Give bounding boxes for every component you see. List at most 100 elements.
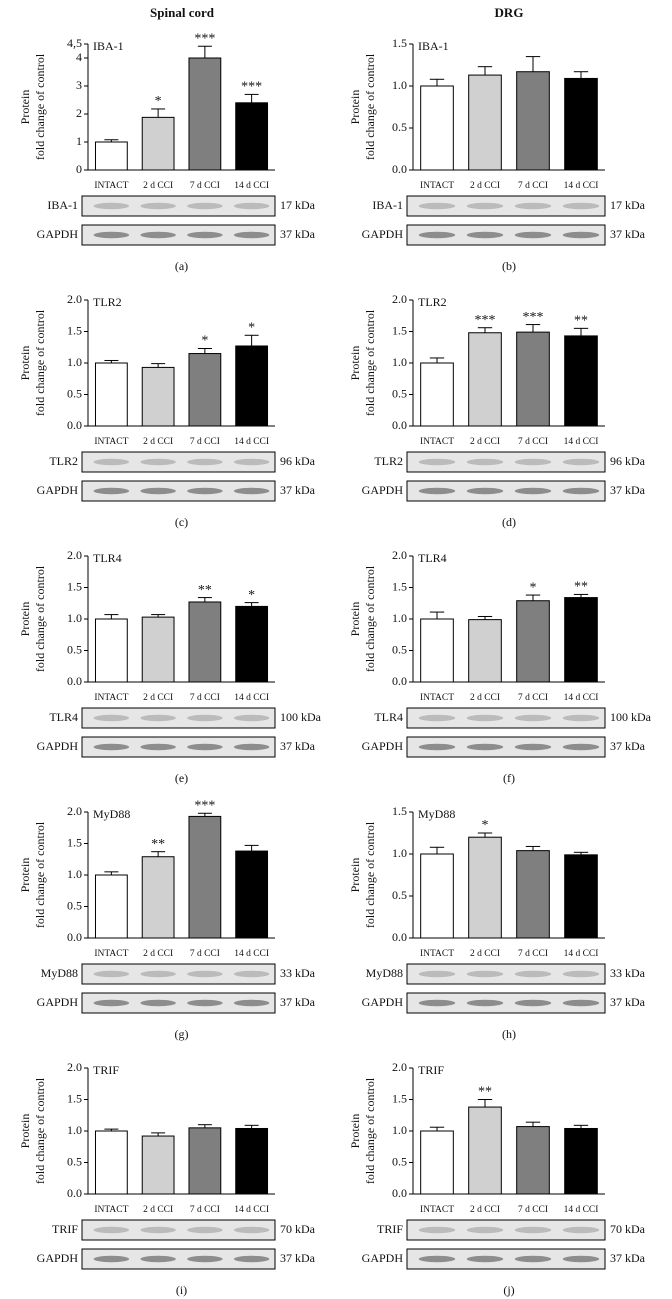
blot-band [514, 999, 552, 1007]
y-axis-label: Protein [18, 602, 32, 637]
blot-size: 37 kDa [280, 227, 316, 241]
y-tick-label: 1.5 [392, 1091, 407, 1105]
bar [235, 345, 269, 427]
y-tick-label: 4 [76, 50, 82, 64]
blot-band [93, 487, 130, 495]
y-axis-label: Protein [18, 858, 32, 893]
bar [516, 71, 550, 171]
blot-band [233, 999, 270, 1007]
blot-band [466, 999, 504, 1007]
blot [81, 963, 276, 985]
blot-band [140, 970, 176, 978]
y-axis-label: fold change of control [33, 1077, 47, 1184]
y-tick-label: 2.0 [67, 1060, 82, 1074]
x-tick-label: INTACT [420, 949, 454, 959]
bar [516, 850, 550, 939]
bar [564, 77, 598, 171]
protein-label: TLR2 [418, 295, 447, 309]
y-tick-label: 2.0 [392, 1060, 407, 1074]
panel-label: (j) [503, 1283, 514, 1297]
blot-band [233, 487, 270, 495]
blot-band [514, 1255, 552, 1263]
x-tick-label: 14 d CCI [234, 693, 269, 703]
significance: ** [198, 583, 212, 598]
blot-band [514, 970, 552, 978]
blot-size: 100 kDa [610, 710, 652, 724]
bar [235, 850, 269, 939]
blot-band [187, 231, 223, 239]
x-tick-label: 7 d CCI [518, 181, 548, 191]
significance: ** [574, 580, 588, 595]
blot-size: 70 kDa [280, 1222, 316, 1236]
x-tick-label: 14 d CCI [564, 181, 599, 191]
blot-name: GAPDH [362, 227, 404, 241]
protein-label: TLR4 [418, 551, 447, 565]
x-tick-label: 7 d CCI [518, 437, 548, 447]
y-tick-label: 0.0 [392, 674, 407, 688]
bar [468, 1106, 502, 1195]
bar [94, 362, 128, 427]
blot [406, 224, 606, 246]
x-tick-label: 14 d CCI [234, 181, 269, 191]
blot-band [418, 202, 456, 210]
blot-band [233, 1226, 270, 1234]
bar [188, 1127, 222, 1195]
x-tick-label: 2 d CCI [143, 949, 173, 959]
x-tick-label: 7 d CCI [190, 693, 220, 703]
bar [468, 619, 502, 683]
blot-size: 37 kDa [280, 1251, 316, 1265]
blot-band [187, 999, 223, 1007]
blot [406, 736, 606, 758]
x-tick-label: 7 d CCI [190, 949, 220, 959]
y-tick-label: 0.5 [392, 120, 407, 134]
bar [420, 618, 454, 683]
blot [81, 707, 276, 729]
blot-name: TLR4 [49, 710, 78, 724]
significance: * [248, 588, 255, 603]
bar [516, 331, 550, 427]
y-axis-label: Protein [348, 858, 362, 893]
blot-band [514, 743, 552, 751]
blot-band [187, 743, 223, 751]
blot-band [562, 714, 600, 722]
bar [420, 85, 454, 171]
blot-band [466, 743, 504, 751]
significance: ** [478, 1085, 492, 1100]
x-tick-label: 2 d CCI [470, 437, 500, 447]
y-tick-label: 1.0 [67, 867, 82, 881]
x-tick-label: 2 d CCI [470, 1205, 500, 1215]
y-tick-label: 0.5 [67, 898, 82, 912]
bar [235, 102, 269, 171]
x-tick-label: INTACT [94, 693, 128, 703]
panel-label: (f) [503, 771, 515, 785]
blot-band [93, 714, 130, 722]
blot-band [93, 1226, 130, 1234]
significance: *** [194, 31, 215, 46]
y-axis-label: Protein [18, 1114, 32, 1149]
bar [94, 618, 128, 683]
blot-name: GAPDH [37, 483, 79, 497]
panel-label: (b) [502, 259, 516, 273]
blot-band [187, 202, 223, 210]
y-axis-label: Protein [348, 1114, 362, 1149]
blot-size: 33 kDa [280, 966, 316, 980]
bar [94, 1130, 128, 1195]
blot-band [466, 231, 504, 239]
blot-band [140, 743, 176, 751]
blot-band [93, 999, 130, 1007]
blot-band [418, 1226, 456, 1234]
y-tick-label: 1.5 [67, 835, 82, 849]
x-tick-label: 7 d CCI [190, 181, 220, 191]
blot-band [562, 999, 600, 1007]
blot-band [233, 458, 270, 466]
y-tick-label: 1.0 [392, 355, 407, 369]
x-tick-label: 14 d CCI [564, 949, 599, 959]
y-axis-label: fold change of control [33, 309, 47, 416]
blot-size: 37 kDa [610, 739, 646, 753]
x-tick-label: INTACT [94, 181, 128, 191]
y-tick-label: 0.5 [67, 386, 82, 400]
blot-band [466, 202, 504, 210]
y-tick-label: 1.5 [67, 323, 82, 337]
x-tick-label: 2 d CCI [143, 181, 173, 191]
